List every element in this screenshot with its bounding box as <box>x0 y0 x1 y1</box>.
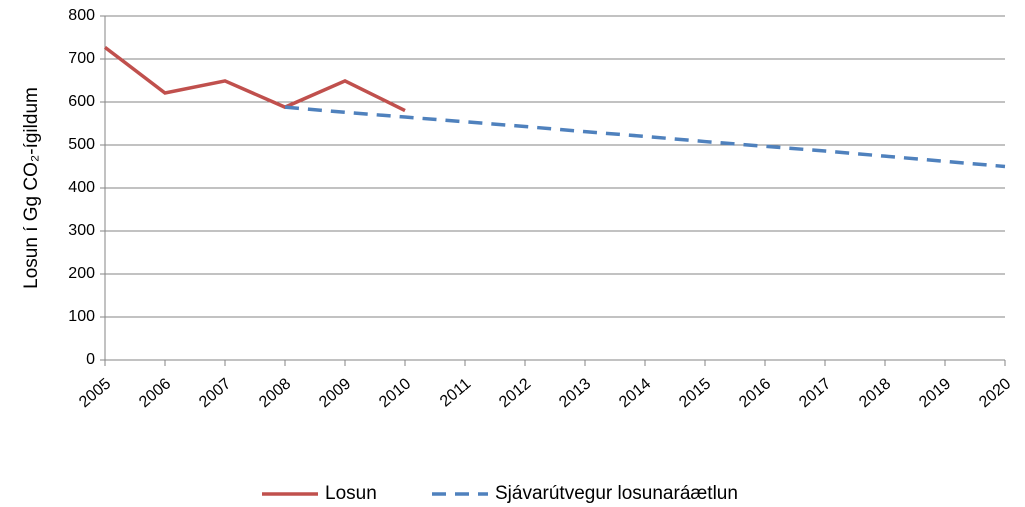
x-tick-label: 2005 <box>76 375 114 411</box>
x-tick-label: 2018 <box>856 375 894 411</box>
x-tick-label: 2008 <box>256 375 294 411</box>
x-tick-label: 2019 <box>916 375 954 411</box>
y-tick-label: 600 <box>68 93 95 110</box>
x-tick-label: 2007 <box>196 375 234 411</box>
x-tick-label: 2017 <box>796 375 834 411</box>
x-tick-label: 2020 <box>976 375 1014 411</box>
legend-label: Losun <box>325 483 377 504</box>
x-tick-label: 2013 <box>556 375 594 411</box>
y-tick-label: 800 <box>68 7 95 24</box>
y-tick-label: 500 <box>68 136 95 153</box>
series-line <box>103 45 406 113</box>
y-axis-label: Losun í Gg CO₂-ígildum <box>21 87 42 289</box>
series-line <box>284 105 1006 169</box>
y-tick-label: 0 <box>86 351 95 368</box>
x-tick-label: 2012 <box>496 375 534 411</box>
x-tick-label: 2014 <box>616 375 654 411</box>
x-tick-label: 2016 <box>736 375 774 411</box>
y-tick-label: 400 <box>68 179 95 196</box>
x-tick-label: 2006 <box>136 375 174 411</box>
y-tick-label: 200 <box>68 265 95 282</box>
y-tick-label: 300 <box>68 222 95 239</box>
x-tick-label: 2015 <box>676 375 714 411</box>
y-tick-label: 100 <box>68 308 95 325</box>
y-tick-label: 700 <box>68 50 95 67</box>
x-tick-label: 2009 <box>316 375 354 411</box>
x-tick-label: 2010 <box>376 375 414 411</box>
x-tick-label: 2011 <box>437 375 474 410</box>
legend-label: Sjávarútvegur losunaráætlun <box>495 483 738 504</box>
